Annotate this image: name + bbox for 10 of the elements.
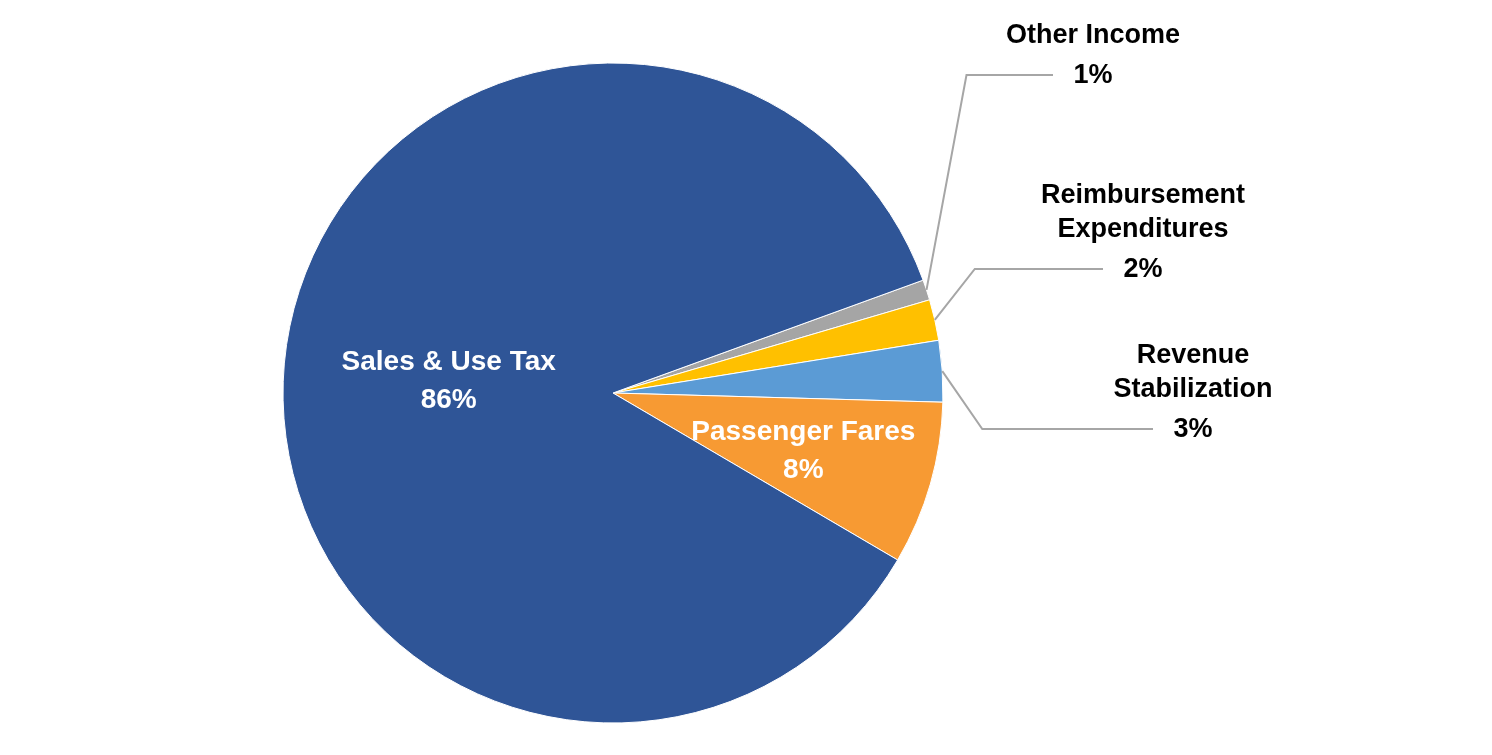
data-label: 86% [420,383,477,415]
data-label: 3% [1173,413,1213,443]
data-label: 1% [1073,59,1113,89]
slice-label: Sales & Use Tax [341,345,557,377]
data-label: 2% [1123,253,1163,283]
slice-label: Revenue Stabilization [1113,339,1273,403]
slice-label: Reimbursement Expenditures [1040,179,1246,243]
data-label: 8% [783,452,824,484]
slice-label: Passenger Fares [691,414,916,446]
slice-label: Other Income [1005,19,1181,49]
